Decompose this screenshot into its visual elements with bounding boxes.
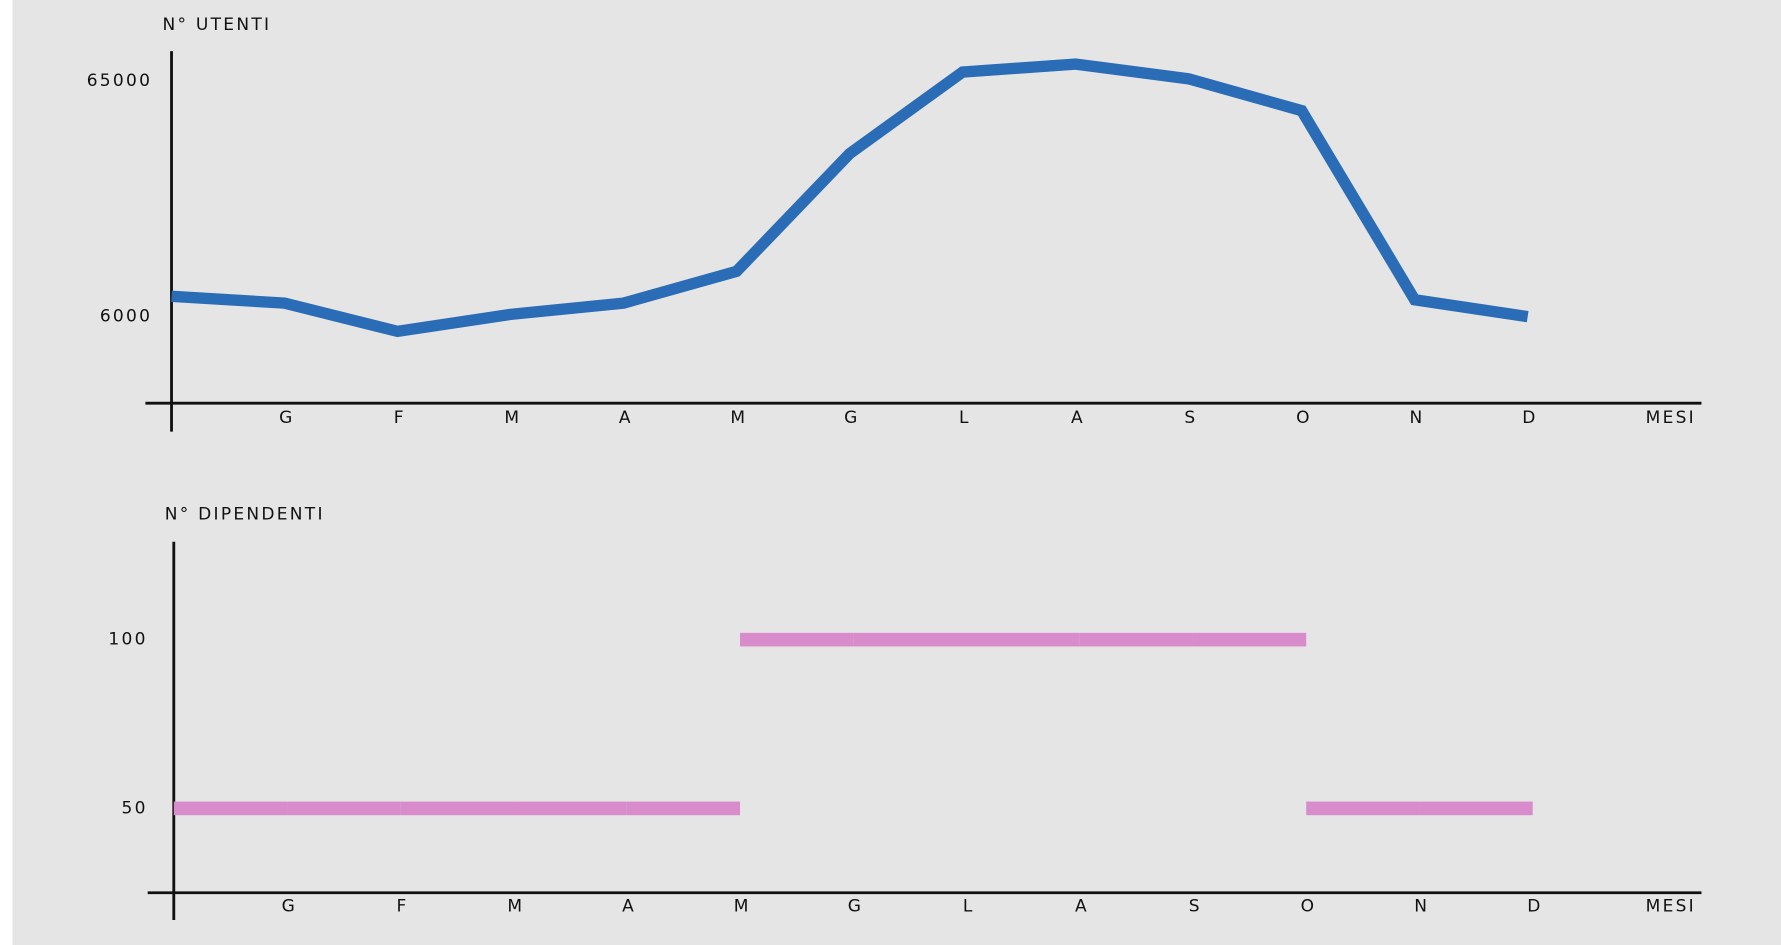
x-tick-label: F: [394, 408, 406, 428]
x-tick-label: A: [622, 896, 636, 916]
data-line: [171, 58, 1529, 338]
x-tick-label: M: [507, 896, 524, 916]
step-bar: [1306, 801, 1420, 816]
x-tick-label: N: [1409, 408, 1424, 428]
y-axis-title: N° UTENTI: [162, 15, 271, 35]
x-tick-label: O: [1296, 408, 1312, 428]
x-tick-label: S: [1184, 408, 1197, 428]
y-tick-label: 6000: [100, 307, 152, 327]
step-bar: [853, 632, 967, 647]
y-tick-label: 100: [108, 630, 147, 650]
step-bar: [1419, 801, 1533, 816]
background: [12, 0, 1781, 945]
x-tick-label: S: [1189, 896, 1202, 916]
x-tick-label: G: [844, 408, 859, 428]
y-axis-title: N° DIPENDENTI: [165, 505, 325, 525]
x-tick-label: D: [1527, 896, 1542, 916]
x-tick-label: A: [1071, 408, 1085, 428]
x-tick-label: N: [1414, 896, 1429, 916]
step-bar: [287, 801, 401, 816]
x-tick-label: M: [504, 408, 521, 428]
step-bar: [966, 632, 1080, 647]
step-bar: [173, 801, 288, 816]
x-tick-label: G: [279, 408, 294, 428]
x-tick-label: L: [963, 896, 975, 916]
x-axis-title: MESI: [1646, 896, 1696, 916]
step-bar: [1079, 632, 1193, 647]
step-bar: [400, 801, 514, 816]
x-tick-label: G: [282, 896, 297, 916]
x-tick-label: D: [1522, 408, 1537, 428]
step-bar: [740, 632, 854, 647]
x-tick-label: F: [397, 896, 409, 916]
x-tick-label: A: [619, 408, 633, 428]
step-bar: [513, 801, 627, 816]
step-bar: [626, 801, 741, 816]
x-tick-label: A: [1075, 896, 1089, 916]
x-tick-label: M: [734, 896, 751, 916]
y-tick-label: 50: [121, 798, 147, 818]
x-tick-label: L: [959, 408, 971, 428]
x-tick-label: M: [730, 408, 747, 428]
x-tick-label: O: [1301, 896, 1317, 916]
step-bar: [1192, 632, 1307, 647]
x-axis-title: MESI: [1646, 408, 1696, 428]
x-tick-label: G: [848, 896, 863, 916]
y-tick-label: 65000: [87, 71, 153, 91]
